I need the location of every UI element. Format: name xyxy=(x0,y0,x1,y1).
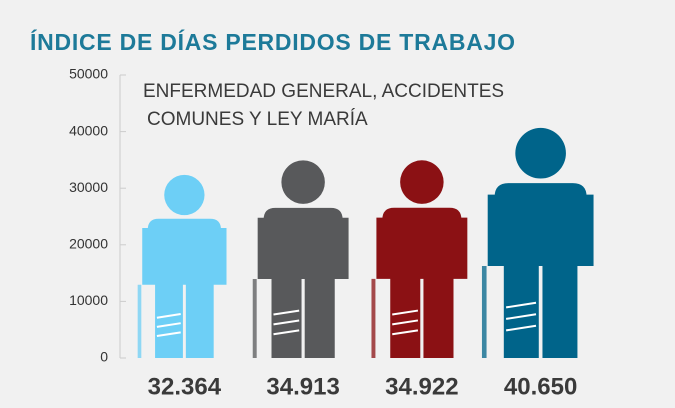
bandage xyxy=(505,324,537,332)
subtitle: COMUNES Y LEY MARÍA xyxy=(147,109,368,130)
y-tick-label: 0 xyxy=(100,349,108,365)
bandage xyxy=(273,309,300,316)
value-label: 34.922 xyxy=(385,373,458,400)
bandage xyxy=(392,329,419,336)
pictograph-figure xyxy=(376,160,468,358)
y-tick-label: 20000 xyxy=(69,236,108,252)
pictograph-figure xyxy=(257,160,349,358)
bandage xyxy=(156,331,181,338)
pictograph-figure xyxy=(142,174,227,358)
bandage xyxy=(392,319,419,326)
chart-title: ÍNDICE DE DÍAS PERDIDOS DE TRABAJO xyxy=(30,28,515,55)
bandage xyxy=(156,313,181,319)
bandage xyxy=(505,313,537,320)
subtitle: ENFERMEDAD GENERAL, ACCIDENTES xyxy=(143,81,504,102)
value-label: 34.913 xyxy=(266,373,339,400)
bandage xyxy=(273,319,300,326)
y-tick-label: 30000 xyxy=(69,179,108,195)
value-label: 32.364 xyxy=(148,373,222,400)
value-label: 40.650 xyxy=(504,373,577,400)
y-tick-label: 50000 xyxy=(69,66,108,82)
y-tick-label: 40000 xyxy=(69,122,108,138)
y-tick-label: 10000 xyxy=(69,292,108,308)
pictograph-figure xyxy=(487,127,594,359)
bandage xyxy=(273,329,300,336)
bandage xyxy=(505,301,537,309)
bandage xyxy=(392,309,419,316)
bandage xyxy=(156,322,181,328)
